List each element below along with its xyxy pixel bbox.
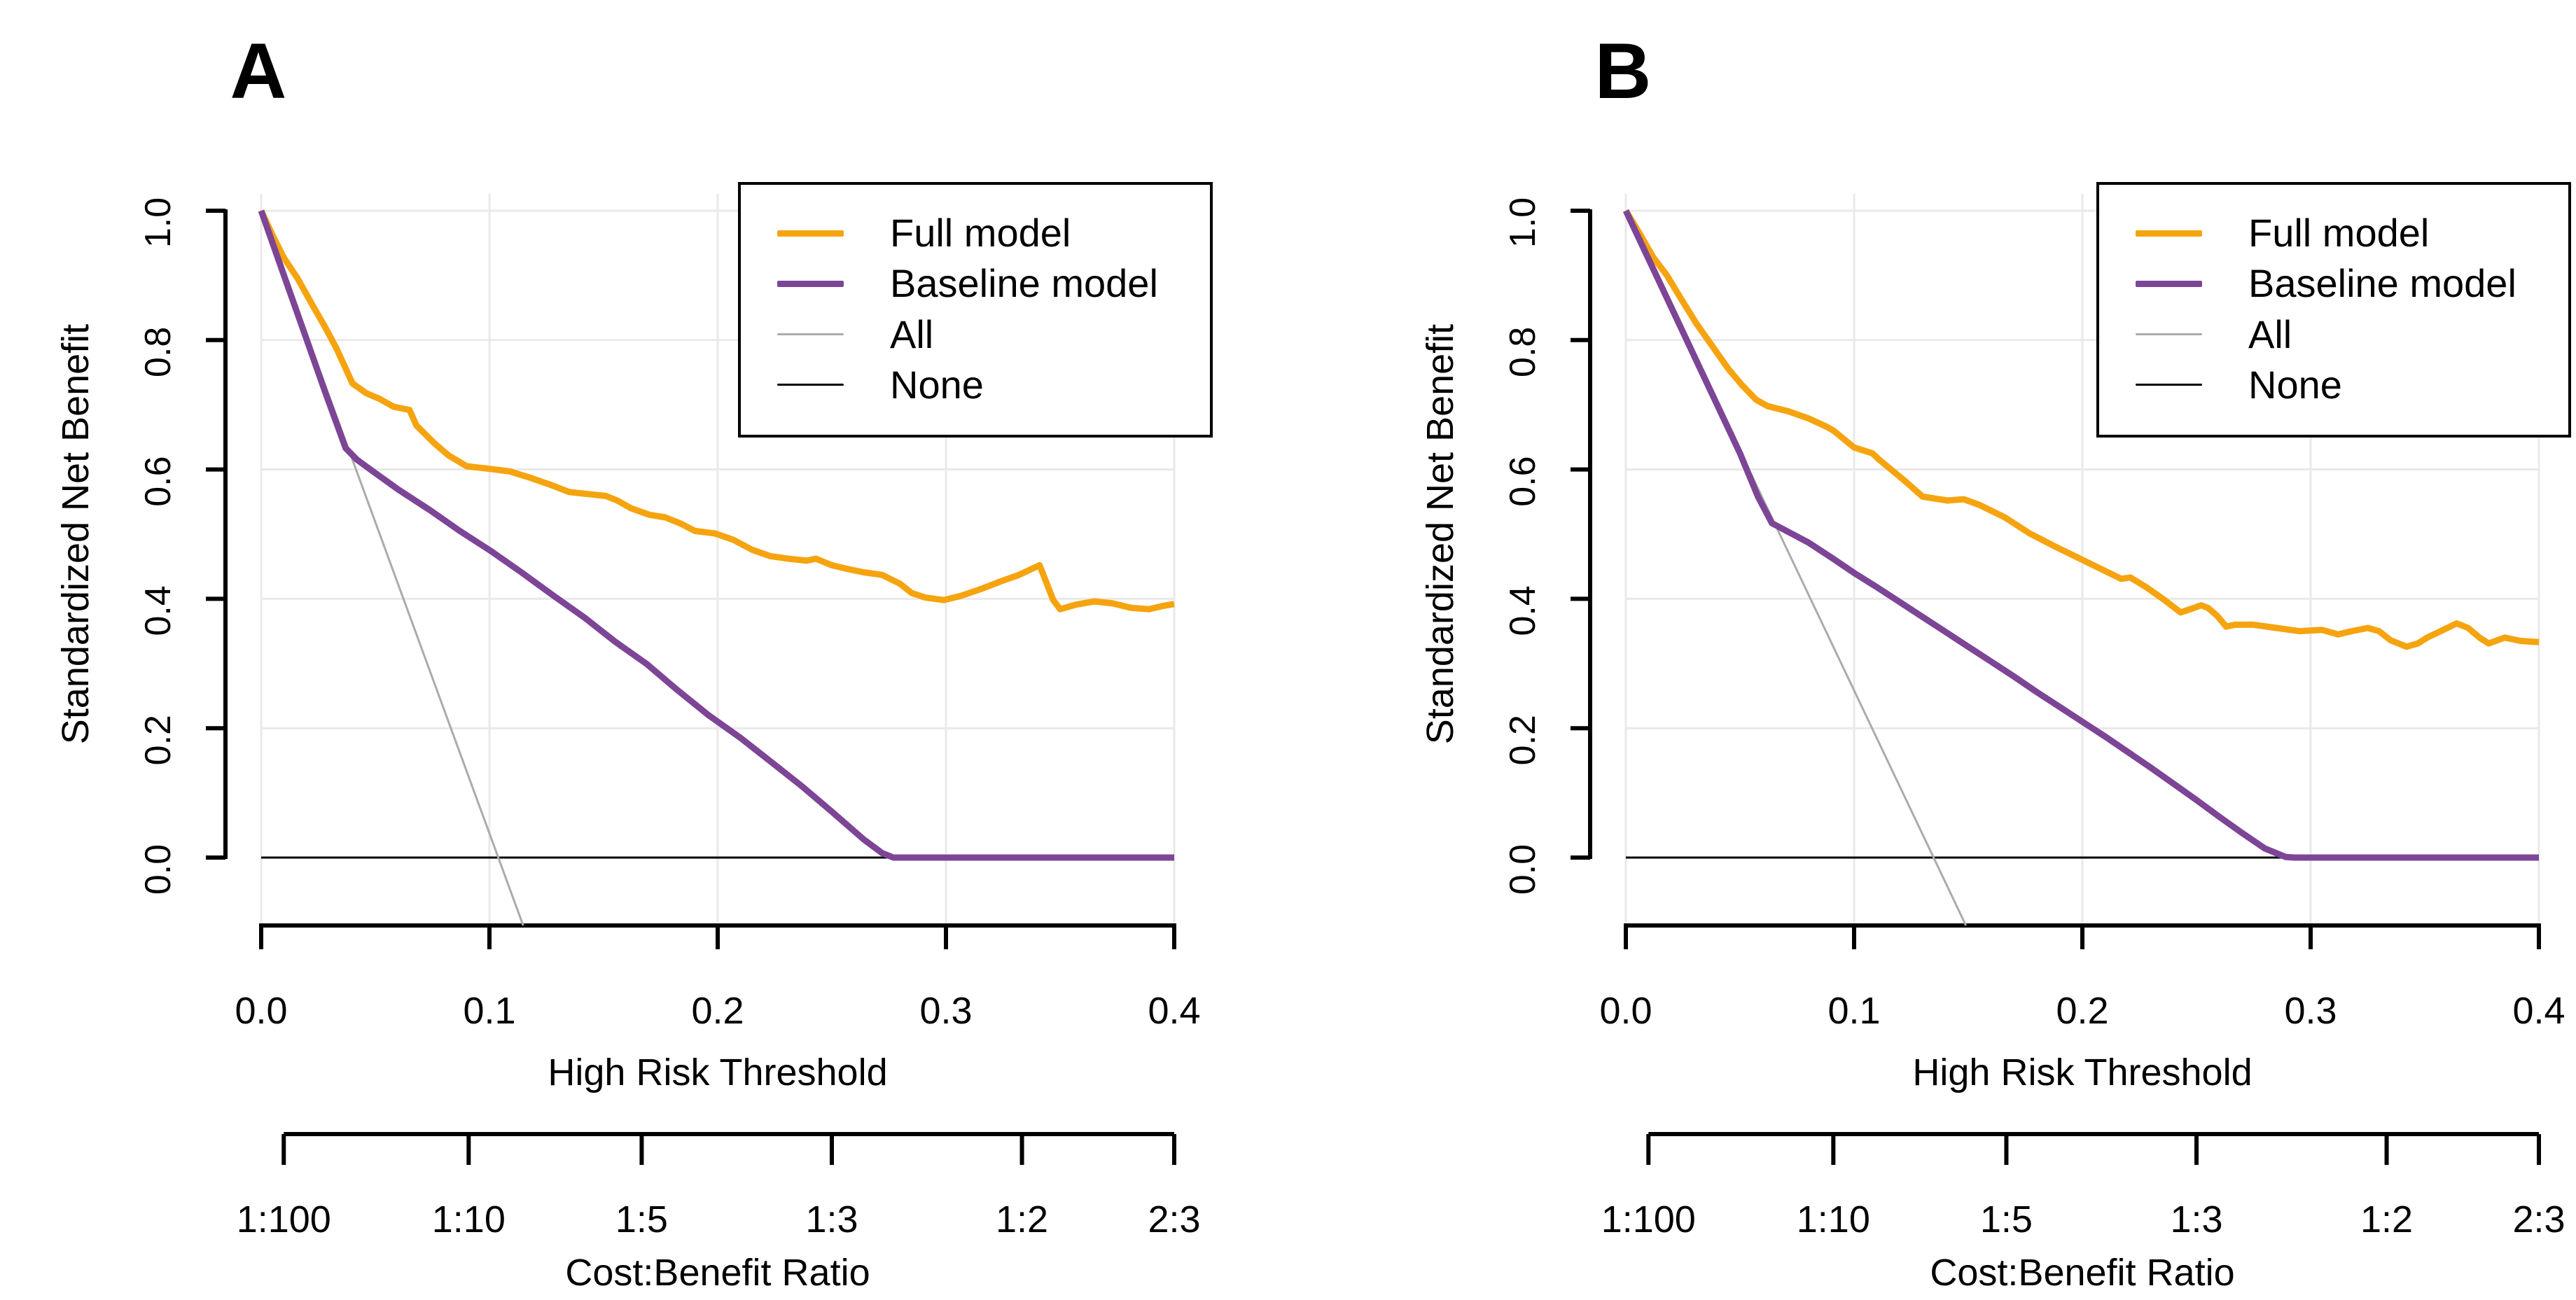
baseline-model-line-swatch bbox=[2136, 280, 2202, 287]
x-tick-label: 0.1 bbox=[1827, 990, 1880, 1032]
x-axis-title: High Risk Threshold bbox=[548, 1051, 888, 1093]
ratio-tick-label: 1:3 bbox=[2170, 1198, 2222, 1240]
legend-row-baseline-model: Baseline model bbox=[2099, 263, 2568, 304]
y-tick-label: 0.0 bbox=[1503, 844, 1543, 895]
x-tick-label: 0.3 bbox=[2284, 990, 2337, 1032]
y-tick-label: 0.8 bbox=[1503, 327, 1543, 377]
legend-label: Baseline model bbox=[890, 261, 1158, 306]
legend-label: All bbox=[890, 312, 934, 356]
legend-row-baseline-model: Baseline model bbox=[741, 263, 1210, 304]
y-axis-title: Standardized Net Benefit bbox=[55, 323, 97, 745]
x-tick-label: 0.4 bbox=[2512, 990, 2565, 1032]
cost-benefit-axis-title: Cost:Benefit Ratio bbox=[565, 1252, 870, 1294]
x-tick-label: 0.3 bbox=[919, 990, 972, 1032]
legend-row-all: All bbox=[741, 314, 1210, 355]
y-tick-label: 0.2 bbox=[1503, 715, 1543, 765]
full-model-line-swatch bbox=[777, 230, 844, 237]
ratio-tick-label: 1:2 bbox=[2360, 1198, 2413, 1240]
legend: Full model Baseline model All None bbox=[738, 182, 1213, 438]
legend-row-none: None bbox=[2099, 365, 2568, 405]
series-line-full-model bbox=[258, 209, 1175, 613]
ratio-tick-label: 2:3 bbox=[1148, 1198, 1200, 1240]
legend: Full model Baseline model All None bbox=[2096, 182, 2571, 438]
y-tick-label: 1.0 bbox=[138, 197, 179, 248]
x-tick-label: 0.0 bbox=[235, 990, 287, 1032]
y-tick-label: 0.4 bbox=[1503, 585, 1543, 636]
panel-b-label: B bbox=[1594, 27, 1652, 115]
legend-row-none: None bbox=[741, 365, 1210, 405]
ratio-tick-label: 2:3 bbox=[2512, 1198, 2565, 1240]
y-axis-title: Standardized Net Benefit bbox=[1419, 323, 1461, 745]
y-tick-label: 1.0 bbox=[1503, 197, 1543, 248]
legend-label: All bbox=[2248, 312, 2292, 356]
x-tick-label: 0.2 bbox=[691, 990, 744, 1032]
all-line-swatch bbox=[777, 333, 844, 336]
x-axis-title: High Risk Threshold bbox=[1912, 1051, 2253, 1093]
baseline-model-line-swatch bbox=[777, 280, 844, 287]
panel-a-label: A bbox=[230, 27, 287, 115]
ratio-tick-label: 1:100 bbox=[237, 1198, 331, 1240]
ratio-tick-label: 1:10 bbox=[432, 1198, 506, 1240]
ratio-tick-label: 1:5 bbox=[1980, 1198, 2033, 1240]
legend-label: Baseline model bbox=[2248, 261, 2516, 306]
x-tick-label: 0.1 bbox=[463, 990, 515, 1032]
legend-row-all: All bbox=[2099, 314, 2568, 355]
legend-row-full-model: Full model bbox=[2099, 213, 2568, 253]
ratio-tick-label: 1:2 bbox=[996, 1198, 1048, 1240]
all-line-swatch bbox=[2136, 333, 2202, 336]
legend-label: Full model bbox=[890, 211, 1071, 255]
full-model-line-swatch bbox=[2136, 230, 2202, 237]
y-tick-label: 0.2 bbox=[138, 715, 179, 765]
ratio-tick-label: 1:3 bbox=[805, 1198, 858, 1240]
series-line-full-model bbox=[1623, 209, 2540, 650]
x-tick-label: 0.2 bbox=[2056, 990, 2108, 1032]
legend-label: Full model bbox=[2248, 211, 2430, 255]
y-tick-label: 0.6 bbox=[138, 456, 179, 506]
none-line-swatch bbox=[777, 384, 844, 386]
y-tick-label: 0.8 bbox=[138, 327, 179, 377]
ratio-tick-label: 1:100 bbox=[1601, 1198, 1696, 1240]
cost-benefit-axis-title: Cost:Benefit Ratio bbox=[1930, 1252, 2235, 1294]
legend-row-full-model: Full model bbox=[741, 213, 1210, 253]
y-tick-label: 0.4 bbox=[138, 585, 179, 636]
y-tick-label: 0.0 bbox=[138, 844, 179, 895]
y-tick-label: 0.6 bbox=[1503, 456, 1543, 506]
none-line-swatch bbox=[2136, 384, 2202, 386]
series-line-baseline-model bbox=[1622, 209, 2539, 861]
x-tick-label: 0.4 bbox=[1148, 990, 1200, 1032]
legend-label: None bbox=[890, 362, 984, 407]
series-line-baseline-model bbox=[258, 209, 1174, 861]
ratio-tick-label: 1:10 bbox=[1797, 1198, 1870, 1240]
ratio-tick-label: 1:5 bbox=[615, 1198, 668, 1240]
x-tick-label: 0.0 bbox=[1599, 990, 1652, 1032]
legend-label: None bbox=[2248, 362, 2342, 407]
